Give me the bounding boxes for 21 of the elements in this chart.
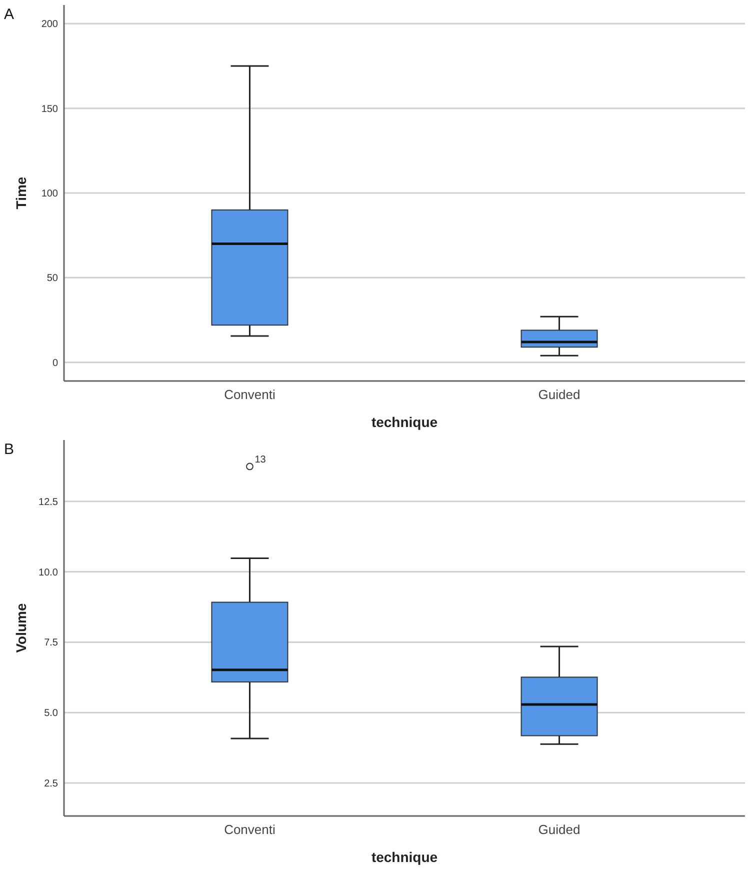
y-tick-label: 200	[41, 19, 58, 30]
x-tick-label: Guided	[538, 822, 580, 837]
x-axis-title: technique	[371, 849, 438, 865]
x-tick-label: Conventi	[224, 387, 276, 402]
y-tick-label: 2.5	[44, 778, 58, 790]
y-tick-label: 12.5	[38, 496, 58, 508]
y-tick-label: 7.5	[44, 638, 58, 649]
y-tick-label: 5.0	[44, 708, 58, 720]
y-tick-label: 100	[41, 188, 58, 200]
y-tick-label: 50	[46, 273, 58, 284]
y-axis-title: Time	[13, 176, 29, 210]
y-tick-label: 10.0	[38, 567, 58, 578]
text: B	[4, 441, 14, 458]
y-tick-label: 150	[41, 104, 58, 115]
x-tick-label: Conventi	[224, 822, 276, 837]
x-axis-title: technique	[371, 414, 438, 430]
y-tick-label: 0	[52, 358, 58, 369]
annotation: 13	[254, 454, 266, 466]
y-axis-title: Volume	[13, 603, 29, 653]
x-tick-label: Guided	[538, 387, 580, 402]
text: A	[4, 6, 14, 23]
